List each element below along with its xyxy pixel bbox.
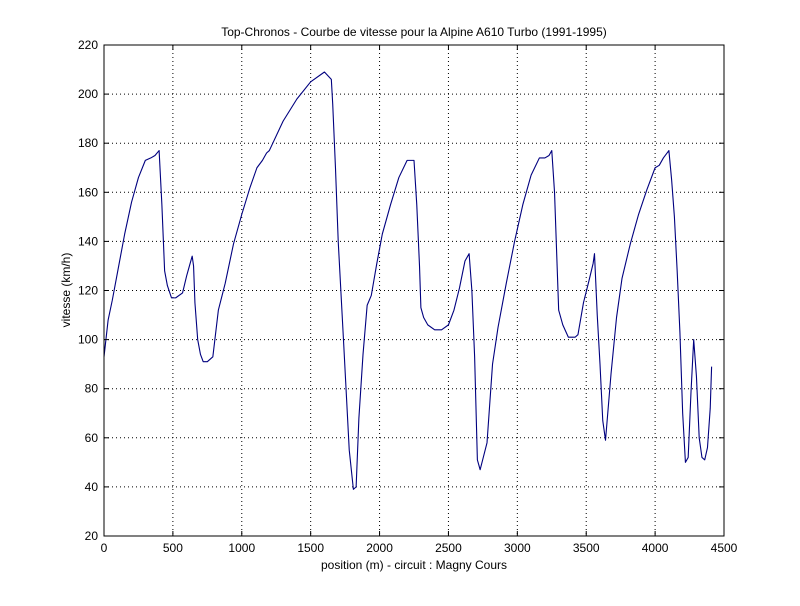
x-tick-label: 3500 — [573, 541, 600, 555]
y-tick-label: 140 — [78, 234, 98, 248]
x-tick-label: 1000 — [228, 541, 255, 555]
chart-title: Top-Chronos - Courbe de vitesse pour la … — [221, 25, 607, 39]
y-tick-label: 40 — [85, 480, 99, 494]
x-tick-label: 4500 — [711, 541, 738, 555]
series-group — [103, 71, 713, 490]
y-tick-label: 220 — [78, 38, 98, 52]
x-axis-title: position (m) - circuit : Magny Cours — [321, 558, 507, 572]
speed-series-line — [103, 71, 713, 490]
x-tick-label: 0 — [101, 541, 108, 555]
y-tick-label: 160 — [78, 185, 98, 199]
y-axis-title: vitesse (km/h) — [59, 253, 73, 328]
x-tick-labels: 0 500 1000 1500 2000 2500 3000 3500 4000 4500 — [101, 541, 738, 555]
tick-marks — [103, 44, 725, 537]
y-tick-label: 100 — [78, 333, 98, 347]
y-tick-label: 120 — [78, 284, 98, 298]
x-tick-label: 1500 — [297, 541, 324, 555]
x-tick-label: 3000 — [504, 541, 531, 555]
y-tick-label: 200 — [78, 87, 98, 101]
x-tick-label: 2000 — [366, 541, 393, 555]
y-tick-label: 60 — [85, 431, 99, 445]
y-tick-label: 180 — [78, 136, 98, 150]
x-tick-label: 4000 — [642, 541, 669, 555]
y-tick-label: 80 — [85, 382, 99, 396]
y-tick-labels: 20 40 60 80 100 120 140 160 180 200 220 — [78, 38, 98, 543]
x-tick-label: 500 — [163, 541, 183, 555]
y-tick-label: 20 — [85, 529, 99, 543]
x-tick-label: 2500 — [435, 541, 462, 555]
